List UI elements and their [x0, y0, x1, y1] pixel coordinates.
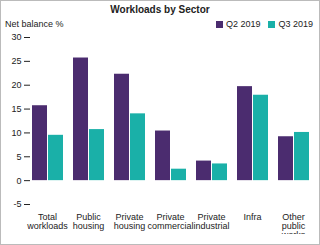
svg-text:0: 0 [16, 176, 21, 186]
html-text:Workloads by Sector: Workloads by Sector [110, 4, 210, 15]
svg-text:10: 10 [11, 128, 21, 138]
svg-text:Infra: Infra [243, 212, 261, 222]
svg-text:Otherpublicworks: Otherpublicworks [281, 212, 306, 234]
svg-text:30: 30 [11, 32, 21, 42]
html-text:Net balance %: Net balance % [5, 19, 64, 29]
svg-text:20: 20 [11, 80, 21, 90]
svg-text:15: 15 [11, 104, 21, 114]
html-text:Q2 2019: Q2 2019 [225, 19, 261, 29]
svg-text:Publichousing: Publichousing [73, 212, 105, 231]
svg-text:25: 25 [11, 56, 21, 66]
html-text:Q3 2019: Q3 2019 [278, 19, 313, 29]
svg-text:Totalworkloads: Totalworkloads [26, 212, 68, 231]
svg-text:5: 5 [16, 152, 21, 162]
svg-text:Privatehousing: Privatehousing [114, 212, 146, 231]
svg-text:Privateindustrial: Privateindustrial [193, 212, 229, 231]
svg-text:-5: -5 [13, 199, 21, 209]
svg-text:Privatecommercial: Privatecommercial [147, 212, 193, 231]
